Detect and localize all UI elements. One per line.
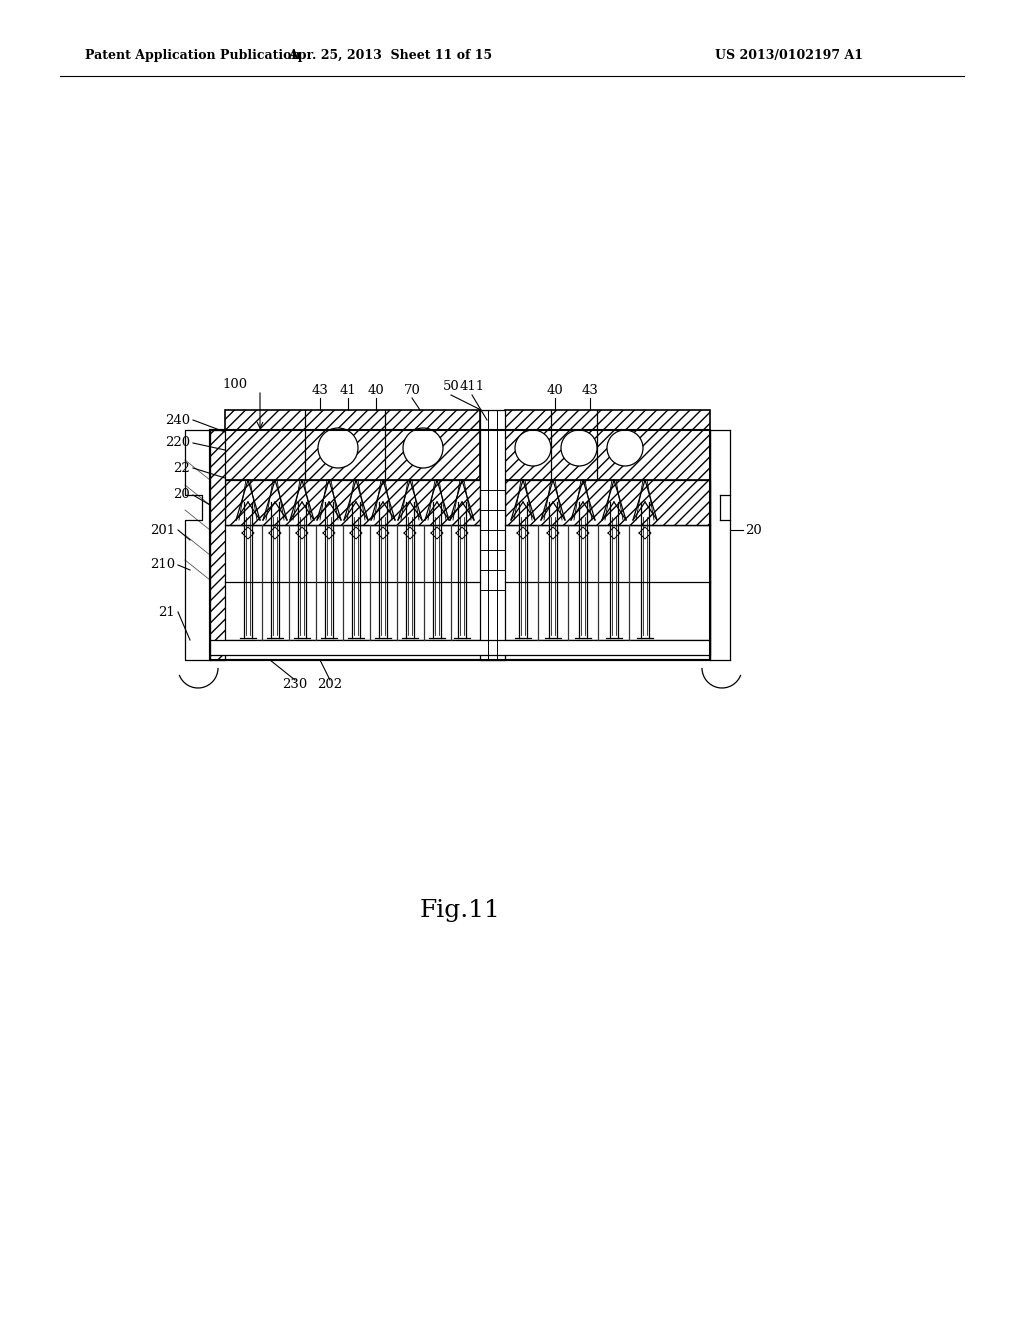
- Circle shape: [607, 430, 643, 466]
- Polygon shape: [225, 480, 480, 525]
- Text: 230: 230: [283, 678, 307, 692]
- Text: Patent Application Publication: Patent Application Publication: [85, 49, 300, 62]
- Text: 40: 40: [547, 384, 563, 396]
- Circle shape: [515, 430, 551, 466]
- Polygon shape: [210, 430, 225, 660]
- Polygon shape: [210, 430, 710, 660]
- Text: US 2013/0102197 A1: US 2013/0102197 A1: [715, 49, 863, 62]
- Text: 240: 240: [165, 413, 190, 426]
- Text: 21: 21: [159, 606, 175, 619]
- Text: 210: 210: [150, 558, 175, 572]
- Circle shape: [403, 428, 443, 469]
- Text: Apr. 25, 2013  Sheet 11 of 15: Apr. 25, 2013 Sheet 11 of 15: [288, 49, 493, 62]
- Text: 20: 20: [173, 488, 190, 502]
- Text: 40: 40: [368, 384, 384, 396]
- Text: 41: 41: [340, 384, 356, 396]
- Polygon shape: [480, 411, 505, 660]
- Circle shape: [318, 428, 358, 469]
- Text: 202: 202: [317, 678, 343, 692]
- Text: 70: 70: [403, 384, 421, 396]
- Circle shape: [561, 430, 597, 466]
- Text: 22: 22: [173, 462, 190, 474]
- Text: 220: 220: [165, 437, 190, 450]
- Polygon shape: [225, 411, 480, 480]
- Text: 43: 43: [311, 384, 329, 396]
- Text: 201: 201: [150, 524, 175, 536]
- Polygon shape: [505, 411, 710, 480]
- Text: 43: 43: [582, 384, 598, 396]
- Polygon shape: [210, 525, 710, 640]
- Polygon shape: [210, 640, 710, 655]
- Text: 411: 411: [460, 380, 484, 393]
- Text: 100: 100: [223, 379, 248, 392]
- Text: 50: 50: [442, 380, 460, 393]
- Text: 20: 20: [745, 524, 762, 536]
- Polygon shape: [505, 480, 710, 525]
- Text: Fig.11: Fig.11: [420, 899, 501, 921]
